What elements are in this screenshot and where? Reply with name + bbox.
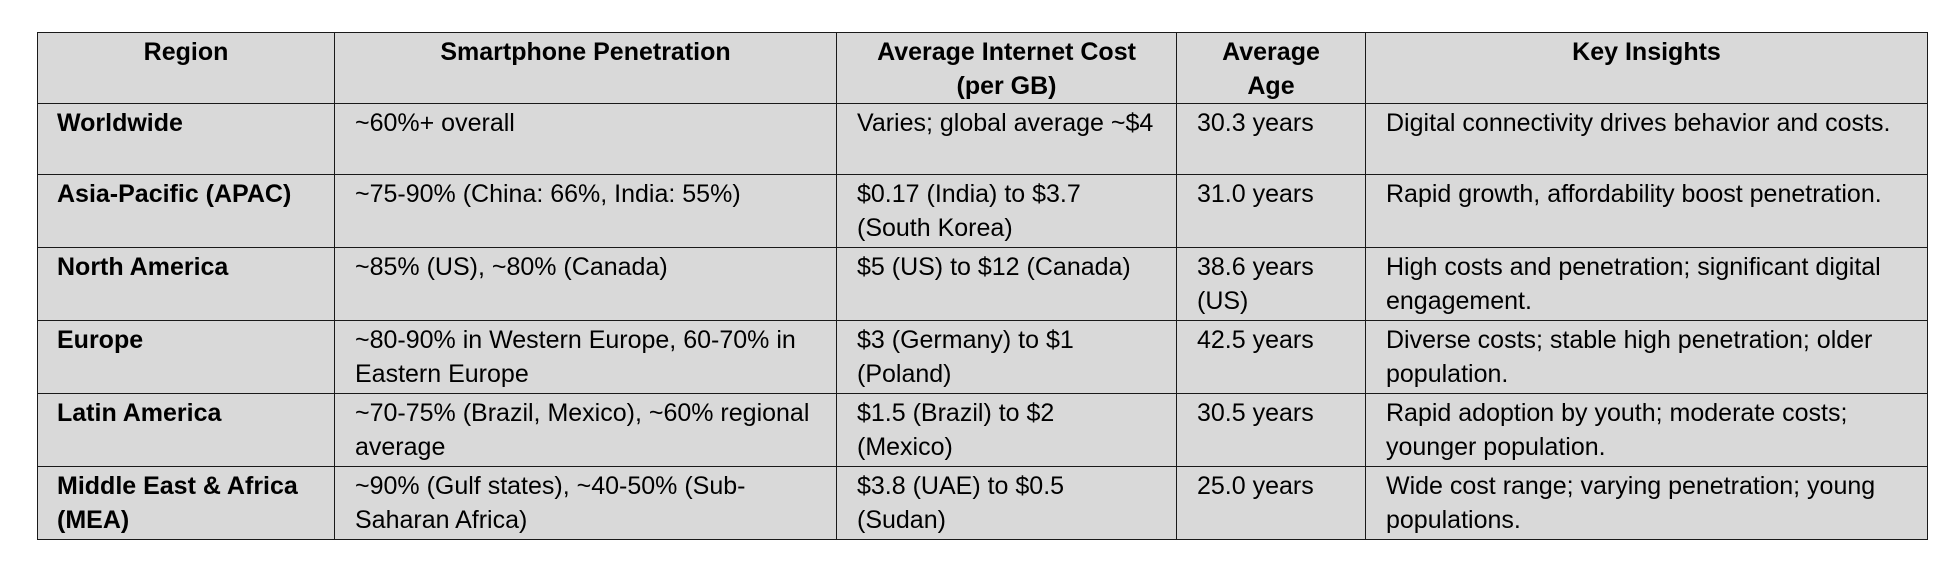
insights-cell: Digital connectivity drives behavior and… — [1365, 103, 1928, 175]
table-row: Europe ~80-90% in Western Europe, 60-70%… — [37, 320, 1928, 394]
region-cell: Europe — [37, 320, 335, 394]
penetration-cell: ~85% (US), ~80% (Canada) — [334, 247, 837, 321]
region-cell: Worldwide — [37, 103, 335, 175]
table-row: North America ~85% (US), ~80% (Canada) $… — [37, 247, 1928, 321]
table-body: Worldwide ~60%+ overall Varies; global a… — [37, 103, 1928, 540]
region-cell: Asia-Pacific (APAC) — [37, 174, 335, 248]
age-cell: 38.6 years (US) — [1176, 247, 1366, 321]
region-cell: Latin America — [37, 393, 335, 467]
header-row: Region Smartphone Penetration Average In… — [37, 32, 1928, 104]
age-cell: 42.5 years — [1176, 320, 1366, 394]
cost-cell: $5 (US) to $12 (Canada) — [836, 247, 1177, 321]
insights-cell: Wide cost range; varying penetration; yo… — [1365, 466, 1928, 540]
insights-cell: Diverse costs; stable high penetration; … — [1365, 320, 1928, 394]
penetration-cell: ~75-90% (China: 66%, India: 55%) — [334, 174, 837, 248]
header-smartphone-penetration: Smartphone Penetration — [334, 32, 837, 104]
age-cell: 30.5 years — [1176, 393, 1366, 467]
cost-cell: $0.17 (India) to $3.7 (South Korea) — [836, 174, 1177, 248]
age-cell: 31.0 years — [1176, 174, 1366, 248]
penetration-cell: ~90% (Gulf states), ~40-50% (Sub-Saharan… — [334, 466, 837, 540]
age-cell: 30.3 years — [1176, 103, 1366, 175]
cost-cell: $3.8 (UAE) to $0.5 (Sudan) — [836, 466, 1177, 540]
table-row: Asia-Pacific (APAC) ~75-90% (China: 66%,… — [37, 174, 1928, 248]
insights-cell: High costs and penetration; significant … — [1365, 247, 1928, 321]
table-header: Region Smartphone Penetration Average In… — [37, 32, 1928, 104]
insights-cell: Rapid growth, affordability boost penetr… — [1365, 174, 1928, 248]
header-average-internet-cost: Average Internet Cost (per GB) — [836, 32, 1177, 104]
penetration-cell: ~60%+ overall — [334, 103, 837, 175]
table-row: Latin America ~70-75% (Brazil, Mexico), … — [37, 393, 1928, 467]
header-average-age: Average Age — [1176, 32, 1366, 104]
table-row: Middle East & Africa (MEA) ~90% (Gulf st… — [37, 466, 1928, 540]
cost-cell: Varies; global average ~$4 — [836, 103, 1177, 175]
cost-cell: $3 (Germany) to $1 (Poland) — [836, 320, 1177, 394]
cost-cell: $1.5 (Brazil) to $2 (Mexico) — [836, 393, 1177, 467]
region-cell: Middle East & Africa (MEA) — [37, 466, 335, 540]
region-cell: North America — [37, 247, 335, 321]
table-row: Worldwide ~60%+ overall Varies; global a… — [37, 103, 1928, 175]
header-region: Region — [37, 32, 335, 104]
insights-cell: Rapid adoption by youth; moderate costs;… — [1365, 393, 1928, 467]
age-cell: 25.0 years — [1176, 466, 1366, 540]
penetration-cell: ~70-75% (Brazil, Mexico), ~60% regional … — [334, 393, 837, 467]
regional-comparison-table: Region Smartphone Penetration Average In… — [37, 32, 1928, 540]
data-table-container: Region Smartphone Penetration Average In… — [37, 32, 1928, 540]
penetration-cell: ~80-90% in Western Europe, 60-70% in Eas… — [334, 320, 837, 394]
header-key-insights: Key Insights — [1365, 32, 1928, 104]
